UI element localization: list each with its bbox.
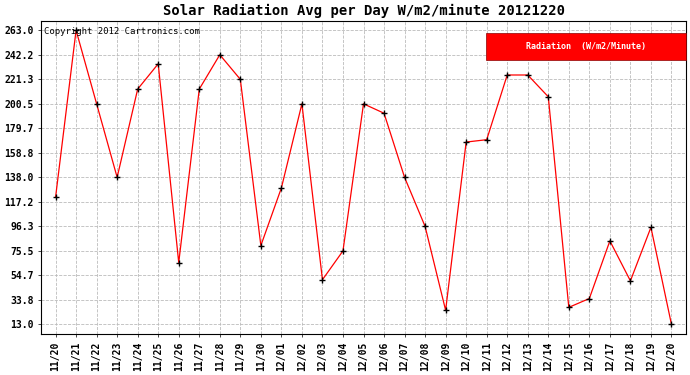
FancyBboxPatch shape — [486, 33, 686, 60]
Text: Radiation  (W/m2/Minute): Radiation (W/m2/Minute) — [526, 42, 646, 51]
Title: Solar Radiation Avg per Day W/m2/minute 20121220: Solar Radiation Avg per Day W/m2/minute … — [163, 4, 564, 18]
Text: Copyright 2012 Cartronics.com: Copyright 2012 Cartronics.com — [44, 27, 200, 36]
